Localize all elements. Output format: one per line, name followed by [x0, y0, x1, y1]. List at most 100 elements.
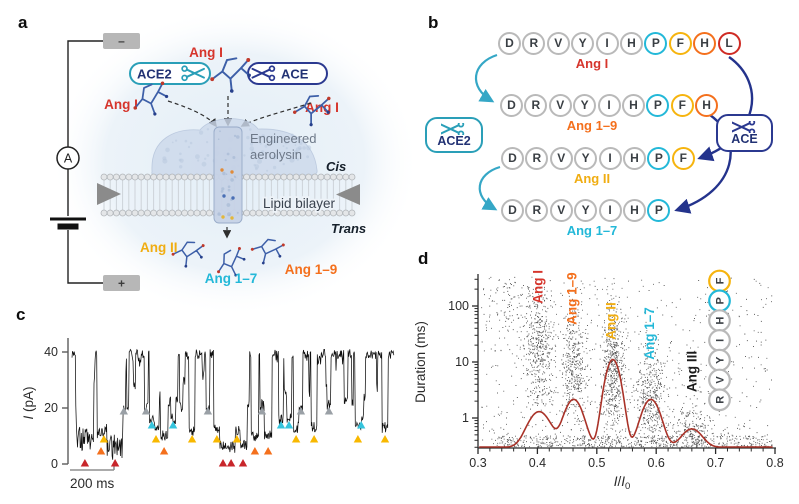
- event-markers-ang-1-7: [147, 421, 366, 429]
- d-ytick-label: 100: [448, 299, 469, 313]
- electrode-positive-sign: +: [118, 277, 125, 291]
- cluster-label: Ang I: [531, 270, 546, 304]
- aerolysin-barrel-texture: [217, 130, 240, 217]
- ace2-label: ACE2: [137, 67, 172, 82]
- residue-circle: I: [598, 198, 622, 222]
- ace2-pill: ACE2: [129, 62, 211, 85]
- residue-letter: V: [715, 376, 727, 384]
- residue-circle: H: [622, 146, 646, 170]
- engineered-residue-dots: [220, 168, 235, 220]
- ace-pill: ACE: [247, 62, 328, 85]
- residue-letter: Y: [715, 356, 727, 364]
- d-xtick-label: 0.5: [588, 456, 605, 470]
- residue-circle: V: [549, 198, 573, 222]
- engineered-aerolysin-label-line2: aerolysin: [250, 147, 302, 162]
- ang-1-7-label: Ang 1–7: [205, 271, 258, 286]
- residue-letter: F: [715, 277, 727, 284]
- residue-circle: R: [525, 146, 549, 170]
- engineered-aerolysin-label-line1: Engineered: [250, 131, 317, 146]
- cluster-label: Ang III: [684, 351, 699, 392]
- residue-circle: Y: [574, 198, 598, 222]
- scale-bar-label: 200 ms: [70, 476, 115, 491]
- ace-label: ACE: [731, 131, 758, 146]
- lipid-bilayer-graphic: [100, 173, 356, 217]
- c-ytick-label: 40: [44, 345, 58, 359]
- panel-a-schematic: A – + ACE2 ACE Ang I Ang I Ang I: [50, 7, 420, 317]
- residue-circle: P: [647, 146, 671, 170]
- event-markers-unassigned: [119, 407, 334, 415]
- event-markers-ang-i: [80, 459, 248, 467]
- event-markers-ang-ii: [99, 435, 390, 443]
- panel-c-trace-plot: 0 20 40 I (pA) 200 ms: [21, 338, 395, 491]
- d-xtick-label: 0.7: [707, 456, 724, 470]
- residue-circle: H: [693, 31, 717, 55]
- residue-circle: V: [548, 93, 572, 117]
- residue-circle: H: [621, 93, 645, 117]
- cluster-label: Ang II: [604, 302, 619, 340]
- cluster-label: Ang 1–7: [642, 307, 657, 360]
- d-xtick-label: 0.4: [529, 456, 546, 470]
- ammeter-label: A: [64, 152, 73, 166]
- d-xtick-label: 0.6: [648, 456, 665, 470]
- residue-circle: D: [500, 93, 523, 117]
- lipid-bilayer-label: Lipid bilayer: [263, 196, 336, 211]
- sequence-row-label: Ang 1–7: [566, 223, 618, 238]
- d-ytick-label: 10: [455, 355, 469, 369]
- electrode-negative-sign: –: [118, 34, 125, 48]
- residue-circle: H: [695, 93, 719, 117]
- d-xtick-label: 0.3: [469, 456, 486, 470]
- residue-circle: Y: [573, 93, 597, 117]
- electrode-negative: [103, 33, 140, 49]
- cis-label: Cis: [326, 159, 346, 174]
- residue-circle: R: [522, 31, 546, 55]
- event-markers-ang-1-9: [96, 447, 273, 455]
- c-ytick-label: 20: [44, 401, 58, 415]
- cluster-label: Ang 1–9: [564, 272, 579, 325]
- residue-circle: Y: [574, 146, 598, 170]
- sequence-row-label: Ang II: [573, 171, 611, 186]
- residue-circle: D: [501, 198, 524, 222]
- residue-circle: F: [671, 146, 695, 170]
- scatter-points: [481, 276, 773, 448]
- residue-circle: R: [524, 93, 548, 117]
- residue-letter: H: [715, 317, 727, 325]
- membrane-cap-left: [97, 183, 121, 205]
- residue-circle: I: [595, 31, 619, 55]
- residue-circle: P: [644, 31, 668, 55]
- residue-circle: L: [717, 31, 741, 55]
- ace-cleavage-arrow: [697, 56, 754, 162]
- residue-circle: F: [668, 31, 692, 55]
- ace-label: ACE: [281, 67, 309, 82]
- ang-iii-peptide-column: F P H I Y V R: [708, 269, 731, 412]
- panel-label-d: d: [418, 249, 429, 268]
- residue-letter: I: [715, 339, 727, 342]
- residue-circle: F: [670, 93, 694, 117]
- membrane-cap-right: [336, 184, 360, 205]
- ace-pill: ACE: [716, 114, 773, 152]
- residue-circle: D: [501, 146, 524, 170]
- scissors-icon: [441, 122, 465, 135]
- density-curve: [479, 358, 773, 448]
- ang-ii-label: Ang II: [140, 240, 178, 255]
- residue-circle: V: [549, 146, 573, 170]
- residue-circle: R: [525, 198, 549, 222]
- residue-circle: I: [597, 93, 621, 117]
- ace2-cleavage-arrow: [474, 53, 498, 103]
- sequence-row-label: Ang 1–9: [566, 118, 618, 133]
- panel-label-b: b: [428, 13, 439, 32]
- ace2-pill: ACE2: [425, 117, 483, 153]
- current-trace: [71, 348, 395, 460]
- c-yaxis-label: I (pA): [21, 386, 36, 419]
- circuit-graphic: A – +: [50, 33, 140, 291]
- d-xaxis-label: I/I0: [614, 474, 631, 492]
- trans-label: Trans: [331, 221, 366, 236]
- residue-circle: [708, 388, 731, 412]
- sequence-row-label: Ang I: [575, 56, 609, 71]
- aerolysin-barrel-graphic: [213, 126, 243, 224]
- residue-circle: P: [646, 93, 670, 117]
- d-xtick-label: 0.8: [766, 456, 783, 470]
